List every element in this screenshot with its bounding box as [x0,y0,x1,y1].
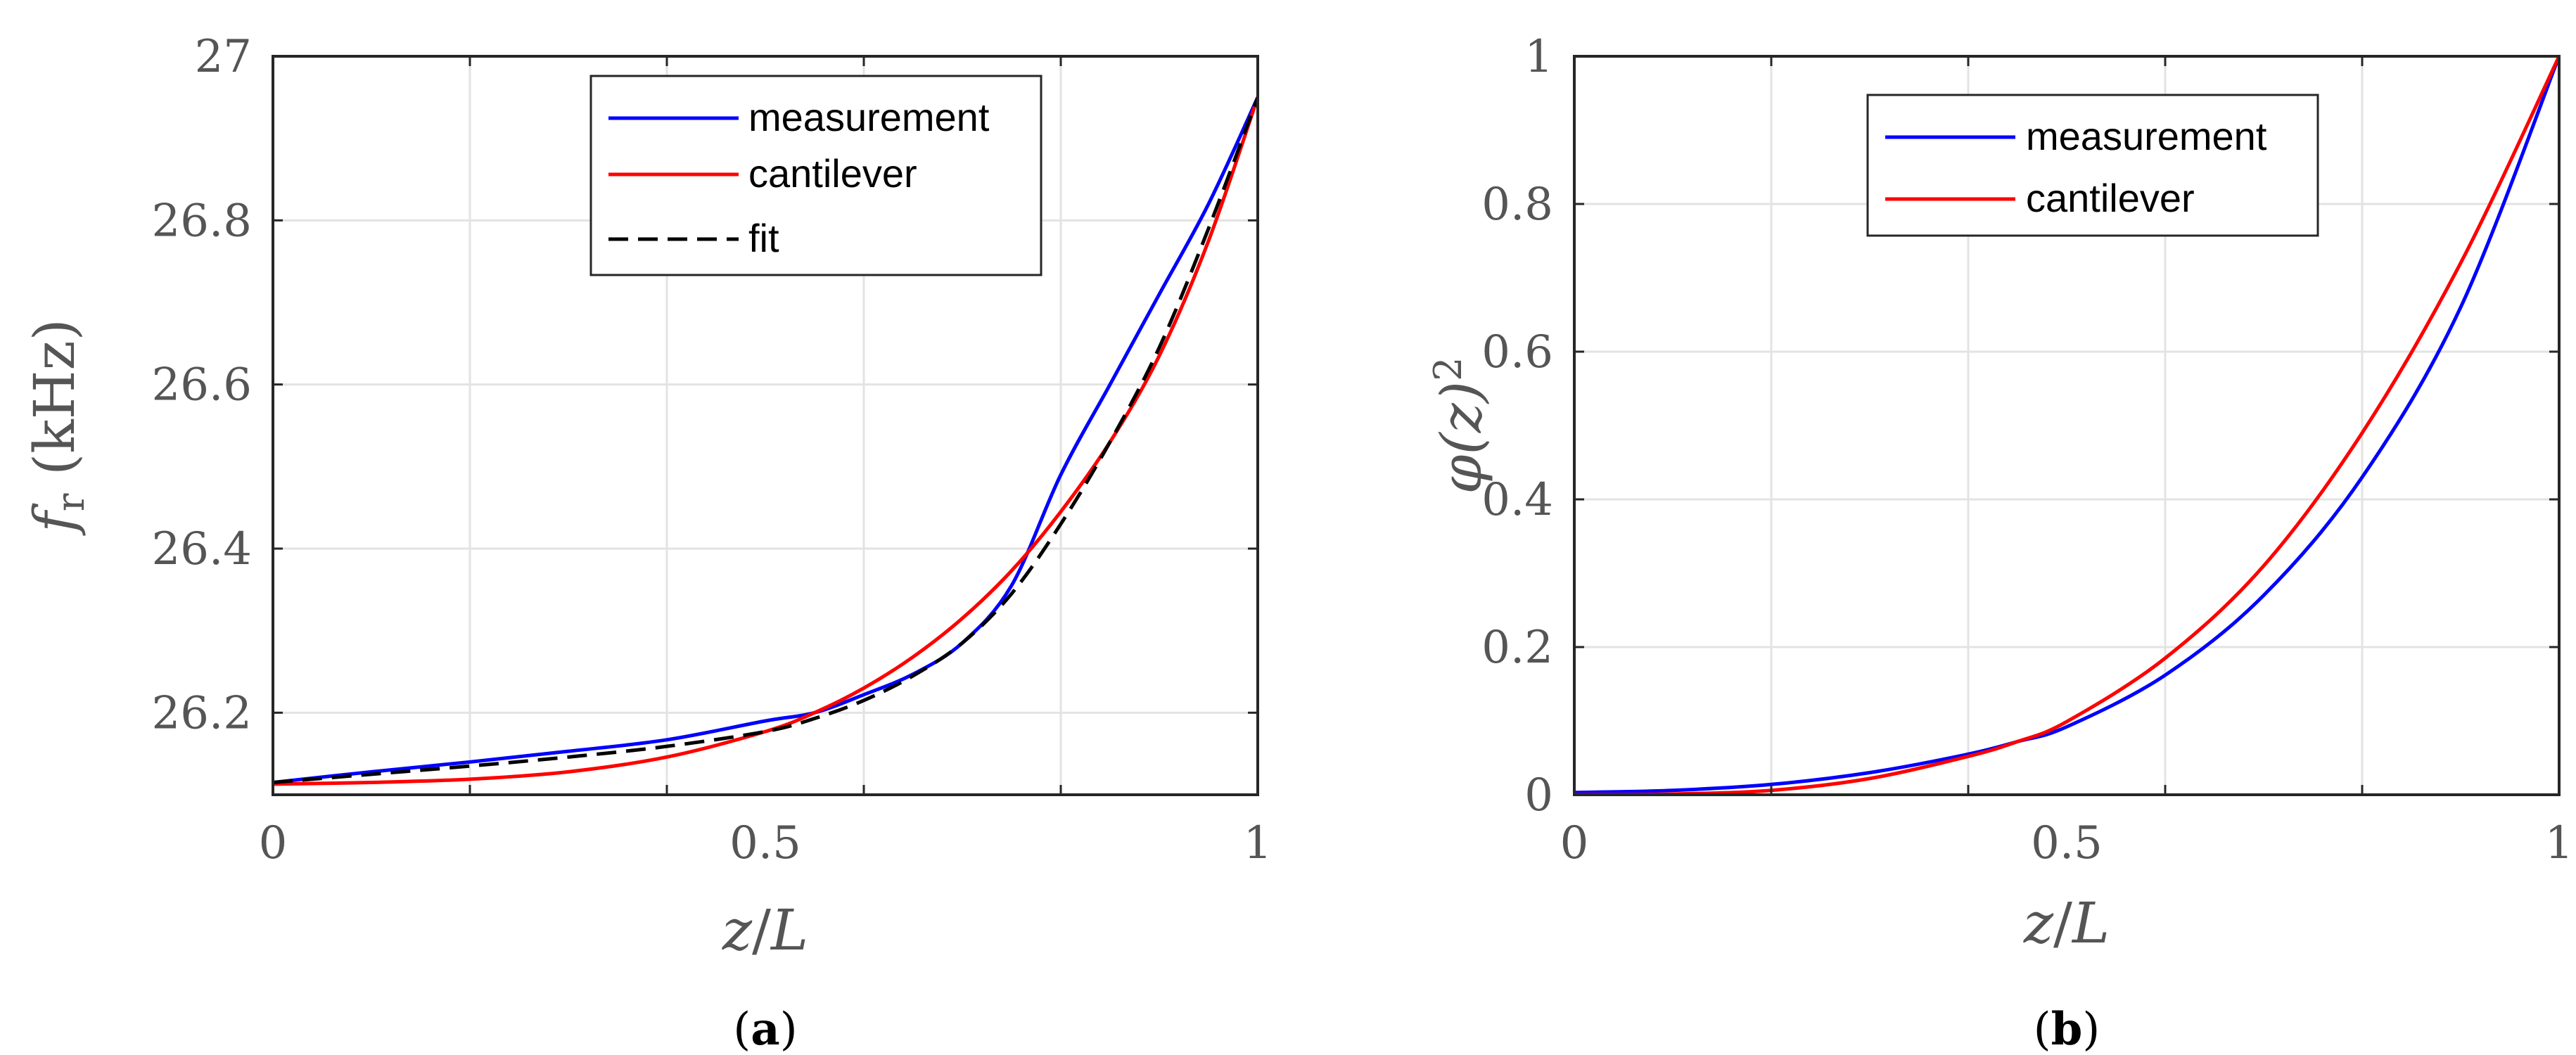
panel-a-y-tick-label: 26.8 [152,195,253,247]
panel-b-series-measurement [1574,56,2559,795]
panel-a-caption-open: ( [733,1004,751,1055]
panel-b-legend-box [1866,94,2319,237]
panel-b-legend-label-measurement: measurement [2026,114,2267,158]
panel-a-series [273,96,1258,786]
panel-a: 0 0.5 1 26.2 26.4 26.6 26.8 27 fr (kHz) z/L mea… [22,31,1272,1055]
panel-b-x-axis-label: z/L [2023,890,2110,956]
panel-a-y-tick-label: 26.6 [152,359,253,411]
panel-a-legend-label-cantilever: cantilever [748,151,917,196]
panel-b-y-axis-label: φ(z)2 [1426,357,1494,494]
panel-a-x-tick-label: 1 [1244,817,1273,869]
panel-b-y-tick-label: 0.8 [1481,179,1553,231]
panel-b-caption-letter: b [2051,1003,2083,1055]
panel-b-x-axis-var: z [2023,890,2054,956]
panel-b-x-tick-label: 0 [1560,817,1589,869]
panel-a-x-axis-sep: / [752,897,771,963]
panel-a-y-axis-unit: (kHz) [22,319,87,493]
panel-b-x-axis-sep: / [2053,890,2072,956]
panel-a-y-tick-label: 26.2 [152,687,253,739]
panel-a-x-tick-label: 0.5 [729,817,801,869]
panel-b-legend-label-cantilever: cantilever [2026,176,2195,220]
panel-a-x-axis-label: z/L [722,897,808,963]
panel-a-y-axis-label: fr (kHz) [22,319,93,536]
panel-a-plot-frame [272,55,1259,796]
panel-b-y-axis-phi: φ [1429,454,1494,494]
panel-b-x-axis-den: L [2071,890,2110,956]
panel-a-ticks: 0 0.5 1 26.2 26.4 26.6 26.8 27 [152,31,1273,869]
panel-a-y-tick-label: 27 [195,31,252,83]
panel-b-caption: (b) [2034,1003,2100,1055]
panel-a-caption-close: ) [780,1004,798,1055]
panel-b-y-axis-power: 2 [1426,357,1470,381]
panel-a-y-axis-subscript: r [49,493,93,511]
panel-b-y-tick-label: 1 [1524,31,1553,83]
panel-a-legend-label-measurement: measurement [748,95,990,139]
panel-b-y-tick-label: 0.4 [1481,474,1553,526]
panel-b-caption-close: ) [2082,1004,2100,1055]
panel-a-x-axis-den: L [770,897,808,963]
panel-a-legend: measurement cantilever fit [589,75,1042,276]
panel-b-x-tick-label: 0.5 [2031,817,2103,869]
panel-b-x-tick-label: 1 [2545,817,2574,869]
panel-b-caption-open: ( [2034,1004,2051,1055]
panel-b-y-tick-label: 0.6 [1481,326,1553,378]
panel-a-legend-label-fit: fit [748,216,779,260]
panel-b: 0 0.5 100.20.40.60.81 φ(z)2 z/L measuremen… [1426,31,2573,1055]
panel-b-y-axis-arg: (z) [1429,381,1494,455]
panel-a-x-axis-var: z [722,897,753,963]
panel-a-y-tick-label: 26.4 [152,523,253,575]
panel-b-legend: measurement cantilever [1866,94,2319,237]
panel-a-caption: (a) [733,1003,797,1055]
panel-b-y-tick-label: 0 [1524,769,1553,821]
panel-a-x-tick-label: 0 [259,817,288,869]
panel-a-series-fit [273,96,1258,784]
panel-a-series-cantilever [273,96,1258,786]
panel-b-plot-frame [1573,55,2561,796]
panel-a-caption-letter: a [751,1003,779,1055]
panel-b-y-tick-label: 0.2 [1481,622,1553,674]
panel-b-ticks: 0 0.5 1 0 0.2 0.4 0.6 0.8 1 [1481,31,2573,869]
